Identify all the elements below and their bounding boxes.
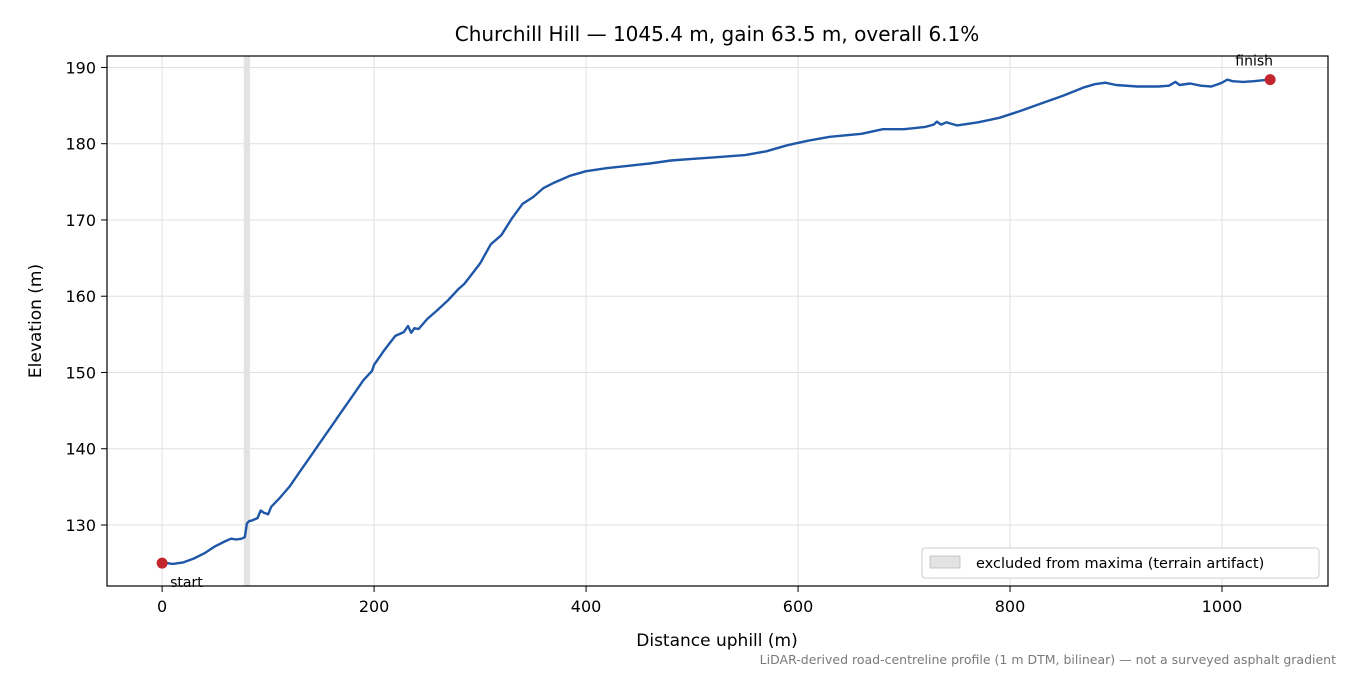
footnote: LiDAR-derived road-centreline profile (1…: [760, 652, 1336, 667]
x-axis-label: Distance uphill (m): [636, 631, 797, 651]
legend-entry-label: excluded from maxima (terrain artifact): [976, 556, 1264, 572]
finish-marker: [1264, 74, 1276, 86]
excluded-band: [243, 56, 251, 586]
y-tick-label: 170: [65, 211, 96, 230]
y-tick-label: 140: [65, 440, 96, 459]
start-marker: [156, 557, 168, 569]
plot-frame: [106, 55, 1329, 587]
grid-lines: [107, 56, 1328, 586]
y-tick-label: 130: [65, 516, 96, 535]
x-tick-label: 200: [359, 597, 390, 616]
x-tick-label: 600: [783, 597, 814, 616]
legend-swatch: [929, 555, 961, 569]
x-tick-label: 800: [995, 597, 1026, 616]
x-tick-label: 0: [157, 597, 167, 616]
legend: excluded from maxima (terrain artifact): [921, 547, 1320, 579]
chart-title: Churchill Hill — 1045.4 m, gain 63.5 m, …: [455, 22, 980, 46]
series-layer: [160, 78, 1271, 566]
y-axis-label: Elevation (m): [26, 264, 46, 378]
y-tick-label: 180: [65, 135, 96, 154]
markers-layer: start finish: [156, 54, 1276, 591]
y-axis-ticks: 130 140 150 160 170 180 190: [65, 58, 107, 535]
y-tick-label: 150: [65, 363, 96, 382]
x-tick-label: 1000: [1202, 597, 1243, 616]
elevation-line: [160, 78, 1271, 566]
x-axis-ticks: 0 200 400 600 800 1000: [157, 586, 1242, 616]
y-tick-label: 190: [65, 58, 96, 77]
legend-box: [921, 547, 1320, 579]
start-label: start: [170, 575, 203, 591]
y-tick-label: 160: [65, 287, 96, 306]
x-tick-label: 400: [571, 597, 602, 616]
excluded-band-layer: [243, 56, 251, 586]
finish-label: finish: [1235, 54, 1273, 70]
